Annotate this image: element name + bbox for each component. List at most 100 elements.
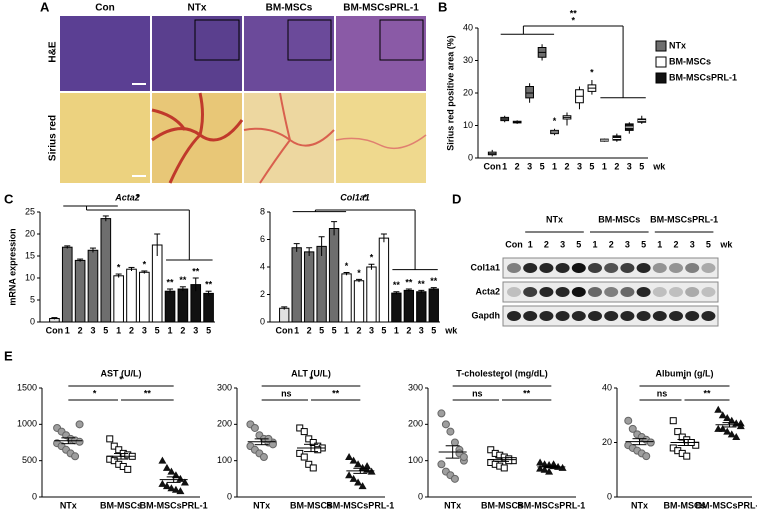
- x-tick-label: 1: [344, 325, 349, 335]
- significance: *: [93, 388, 97, 398]
- band: [652, 287, 667, 297]
- significance: *: [357, 268, 361, 278]
- significance: *: [143, 259, 147, 269]
- point: [300, 428, 308, 436]
- x-tick-label: BM-MSCs: [481, 500, 523, 510]
- y-tick-label: 0: [468, 152, 473, 162]
- y-tick-label: 40: [602, 382, 612, 392]
- y-tick-label: 100: [408, 455, 423, 465]
- point: [437, 409, 446, 418]
- y-tick-label: 0: [30, 316, 35, 326]
- x-tick-label: BM-MSCs: [290, 500, 332, 510]
- bar: [328, 228, 340, 323]
- point: [305, 460, 313, 468]
- point: [162, 482, 171, 490]
- band: [571, 263, 586, 273]
- x-tick-label: 1: [552, 161, 557, 171]
- lane-label: 1: [528, 239, 533, 249]
- panel-label: C: [4, 191, 14, 206]
- x-tick-label: 1: [294, 325, 299, 335]
- x-tick-label: 3: [142, 325, 147, 335]
- x-tick-label: NTx: [631, 500, 648, 510]
- band: [652, 311, 667, 321]
- x-tick-label: Con: [46, 325, 64, 335]
- significance: **: [418, 279, 426, 289]
- column-label: NTx: [188, 3, 207, 14]
- band: [604, 311, 619, 321]
- bar: [391, 292, 402, 323]
- point: [536, 458, 545, 466]
- point: [309, 439, 317, 446]
- band: [636, 263, 651, 273]
- y-tick-label: 2: [260, 289, 265, 299]
- panel-label: E: [4, 348, 13, 363]
- fibrosis: [335, 134, 427, 150]
- he-image: [336, 16, 426, 91]
- significance: *: [683, 374, 687, 384]
- histology: Con NTx BM-MSCs BM-MSCsPRL-1 H&E Sirius …: [48, 3, 427, 184]
- x-tick-label: 1: [65, 325, 70, 335]
- point: [505, 457, 513, 465]
- y-tick-label: 200: [408, 419, 423, 429]
- fibrosis: [151, 92, 244, 184]
- point: [296, 424, 304, 432]
- band: [685, 287, 700, 297]
- x-tick-label: 5: [381, 325, 386, 335]
- bar: [403, 289, 415, 323]
- x-tick-label: 1: [394, 325, 399, 335]
- chart-title: Acta2: [114, 192, 140, 202]
- band: [701, 263, 716, 273]
- x-tick-label: BM-MSCsPRL-1: [140, 500, 208, 510]
- band: [620, 311, 635, 321]
- bar: [164, 290, 176, 323]
- significance: *: [117, 262, 121, 272]
- column-label: Con: [95, 3, 114, 14]
- group-label: BM-MSCsPRL-1: [650, 214, 718, 224]
- band: [620, 263, 635, 273]
- chart-title: AST (U/L): [101, 368, 142, 378]
- y-tick-label: 6: [260, 234, 265, 244]
- lane-label: 5: [706, 239, 711, 249]
- y-tick-label: 300: [217, 382, 232, 392]
- x-tick-label: 3: [527, 161, 532, 171]
- row-label: H&E: [48, 41, 59, 62]
- inset-box: [194, 19, 240, 61]
- band: [539, 311, 554, 321]
- bar: [366, 266, 377, 323]
- lane-label: 2: [544, 239, 549, 249]
- band-label: Acta2: [475, 286, 500, 296]
- point: [437, 460, 446, 469]
- bar: [316, 245, 327, 323]
- point: [110, 442, 118, 450]
- point: [723, 413, 732, 421]
- point: [732, 433, 741, 441]
- lane-label: 3: [625, 239, 630, 249]
- x-unit: wk: [444, 325, 458, 335]
- bar: [87, 249, 99, 323]
- y-tick-label: 15: [25, 250, 35, 260]
- y-tick-label: 100: [217, 455, 232, 465]
- panel-label: D: [452, 191, 461, 206]
- point: [167, 484, 176, 492]
- x-tick-label: 2: [307, 325, 312, 335]
- point: [628, 424, 637, 433]
- bar: [139, 271, 150, 323]
- bar: [341, 273, 352, 323]
- group-label: NTx: [546, 214, 563, 224]
- band: [555, 311, 570, 321]
- point: [167, 467, 176, 475]
- x-tick-label: 3: [90, 325, 95, 335]
- point: [646, 438, 655, 447]
- row-label: Sirius red: [48, 115, 59, 161]
- y-tick-label: 0: [607, 491, 612, 501]
- y-tick-label: 8: [260, 206, 265, 216]
- point: [259, 453, 268, 462]
- x-tick-label: 2: [406, 325, 411, 335]
- y-axis-label: mRNA expression: [7, 228, 17, 305]
- group-label: BM-MSCs: [598, 214, 640, 224]
- box: [525, 86, 534, 99]
- band: [685, 311, 700, 321]
- point: [450, 474, 459, 483]
- y-tick-label: 25: [25, 206, 35, 216]
- x-tick-label: NTx: [253, 500, 270, 510]
